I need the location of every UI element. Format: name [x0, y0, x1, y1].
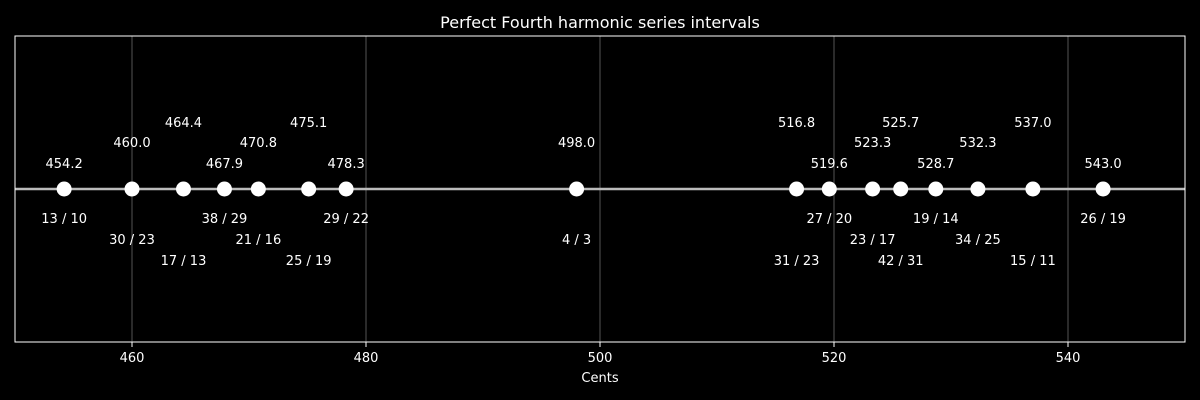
cents-label: 478.3	[328, 157, 365, 172]
ratio-label: 23 / 17	[850, 233, 896, 248]
ratio-label: 17 / 13	[161, 254, 207, 269]
data-point	[175, 181, 191, 197]
ratio-label: 31 / 23	[774, 254, 820, 269]
data-point	[216, 181, 232, 197]
data-point	[569, 181, 585, 197]
data-point	[893, 181, 909, 197]
ratio-label: 4 / 3	[562, 233, 591, 248]
ratio-label: 15 / 11	[1010, 254, 1056, 269]
ratio-label: 34 / 25	[955, 233, 1001, 248]
chart-title: Perfect Fourth harmonic series intervals	[440, 13, 760, 32]
data-point	[970, 181, 986, 197]
x-tick-label: 480	[354, 351, 379, 366]
data-point	[124, 181, 140, 197]
cents-label: 516.8	[778, 116, 815, 131]
data-point	[865, 181, 881, 197]
data-point	[1025, 181, 1041, 197]
cents-label: 537.0	[1014, 116, 1051, 131]
ratio-label: 25 / 19	[286, 254, 332, 269]
cents-label: 525.7	[882, 116, 919, 131]
data-markers	[56, 181, 1111, 197]
cents-label: 464.4	[165, 116, 202, 131]
data-point	[338, 181, 354, 197]
cents-label: 475.1	[290, 116, 327, 131]
x-tick-label: 500	[588, 351, 613, 366]
ratio-label: 19 / 14	[913, 212, 959, 227]
data-point	[928, 181, 944, 197]
cents-label: 498.0	[558, 136, 595, 151]
data-point	[821, 181, 837, 197]
x-tick-label: 520	[822, 351, 847, 366]
x-axis-ticks: 460 480 500 520 540	[120, 342, 1081, 366]
cents-label: 460.0	[113, 136, 150, 151]
ratio-label: 30 / 23	[109, 233, 155, 248]
cents-label: 470.8	[240, 136, 277, 151]
data-point	[789, 181, 805, 197]
x-tick-label: 460	[120, 351, 145, 366]
data-point	[1095, 181, 1111, 197]
cents-label: 543.0	[1084, 157, 1121, 172]
cents-label: 528.7	[917, 157, 954, 172]
ratio-label: 21 / 16	[235, 233, 281, 248]
ratio-label: 13 / 10	[41, 212, 87, 227]
cents-label: 532.3	[959, 136, 996, 151]
ratio-label: 26 / 19	[1080, 212, 1126, 227]
cents-label: 467.9	[206, 157, 243, 172]
cents-label: 454.2	[46, 157, 83, 172]
ratio-label: 27 / 20	[806, 212, 852, 227]
data-point	[56, 181, 72, 197]
data-point	[250, 181, 266, 197]
x-tick-label: 540	[1056, 351, 1081, 366]
cents-label: 519.6	[811, 157, 848, 172]
point-labels: 454.2 13 / 10 460.0 30 / 23 464.4 17 / 13 467.…	[41, 116, 1126, 269]
cents-label: 523.3	[854, 136, 891, 151]
ratio-label: 38 / 29	[202, 212, 248, 227]
data-point	[301, 181, 317, 197]
ratio-label: 42 / 31	[878, 254, 924, 269]
x-axis-label: Cents	[581, 371, 618, 386]
ratio-label: 29 / 22	[323, 212, 369, 227]
